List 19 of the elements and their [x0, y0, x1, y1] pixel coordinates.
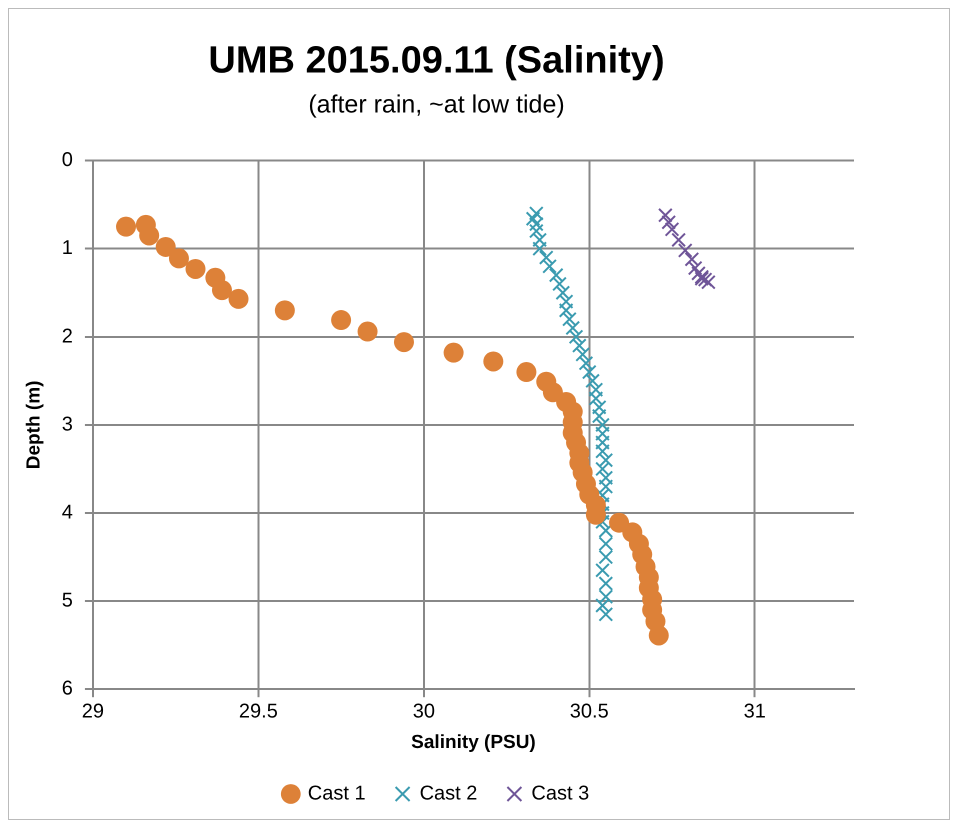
- x-tick-label: 29.5: [238, 700, 278, 723]
- x-tick-label: 30.5: [570, 700, 609, 723]
- chart-subtitle: (after rain, ~at low tide): [308, 90, 565, 118]
- y-tick-label: 5: [62, 590, 73, 612]
- x-tick-label: 29: [82, 700, 104, 723]
- y-tick-label: 2: [62, 325, 73, 348]
- x-tick-label: 31: [744, 700, 766, 723]
- y-tick-label: 4: [62, 502, 73, 524]
- x-tick-label: 30: [412, 700, 435, 723]
- legend-label: Cast 1: [308, 782, 366, 805]
- y-axis-title: Depth (m): [24, 380, 45, 470]
- x-axis-title: Salinity (PSU): [411, 732, 536, 753]
- y-tick-label: 0: [62, 149, 73, 172]
- chart-title: UMB 2015.09.11 (Salinity): [208, 39, 665, 82]
- legend-label: Cast 3: [531, 782, 590, 805]
- y-tick-label: 6: [62, 678, 73, 700]
- y-tick-label: 1: [62, 237, 73, 260]
- y-tick-label: 3: [62, 413, 73, 436]
- legend-label: Cast 2: [420, 782, 478, 805]
